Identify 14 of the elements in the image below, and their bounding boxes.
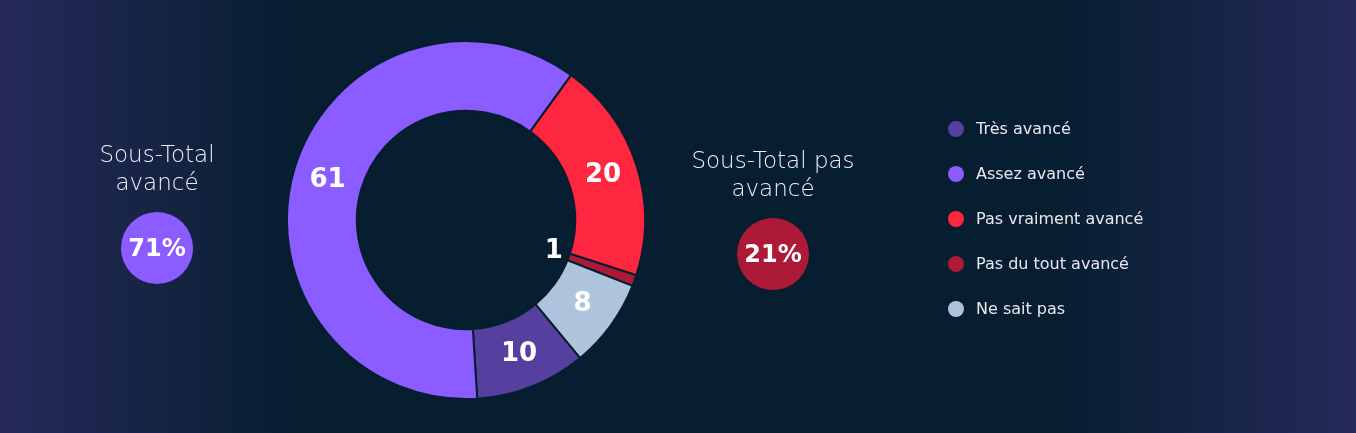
legend-label: Pas vraiment avancé (976, 209, 1144, 228)
text: 71% (121, 212, 193, 284)
text: 21% (737, 218, 809, 290)
data-label: 8 (573, 287, 592, 318)
legend-label: Très avancé (976, 119, 1071, 138)
text: Sous-Total pas avancé (690, 146, 856, 202)
data-label: 10 (500, 336, 538, 367)
data-label: 61 (309, 162, 346, 193)
data-label: 1 (544, 234, 563, 265)
legend-label: Ne sait pas (976, 299, 1066, 318)
text: Sous-Total avancé (98, 140, 216, 196)
legend-label: Assez avancé (976, 164, 1085, 183)
data-label: 20 (584, 158, 622, 189)
legend-label: Pas du tout avancé (976, 254, 1129, 273)
